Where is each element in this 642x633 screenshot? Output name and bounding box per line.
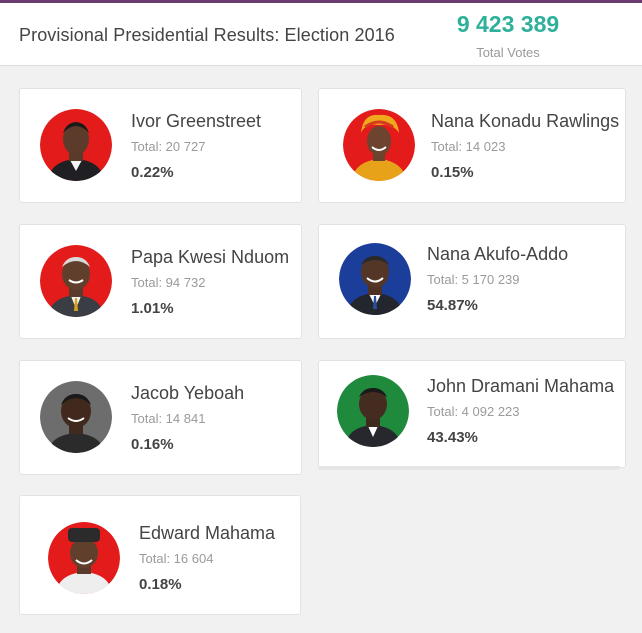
card-bottom-edge — [318, 466, 620, 470]
candidate-card-nana-konadu-rawlings[interactable]: Nana Konadu Rawlings Total: 14 023 0.15% — [318, 88, 626, 203]
candidate-card-edward-mahama[interactable]: Edward Mahama Total: 16 604 0.18% — [19, 495, 301, 615]
candidate-name: Nana Akufo-Addo — [427, 244, 569, 264]
candidate-name: Jacob Yeboah — [131, 383, 245, 403]
top-accent-bar — [0, 0, 642, 3]
candidate-name: Papa Kwesi Nduom — [131, 247, 290, 267]
candidate-percent: 0.16% — [131, 436, 174, 453]
candidate-card-ivor-greenstreet[interactable]: Ivor Greenstreet Total: 20 727 0.22% — [19, 88, 302, 203]
candidate-name: Ivor Greenstreet — [131, 111, 262, 131]
candidate-percent: 1.01% — [131, 300, 174, 317]
candidate-avatar — [40, 245, 112, 317]
candidate-percent: 0.22% — [131, 164, 174, 181]
candidate-card-john-dramani-mahama[interactable]: John Dramani Mahama Total: 4 092 223 43.… — [318, 360, 626, 468]
candidate-avatar — [40, 109, 112, 181]
page-title: Provisional Presidential Results: Electi… — [19, 25, 395, 45]
candidate-total: Total: 4 092 223 — [427, 404, 520, 419]
candidate-percent: 0.18% — [139, 576, 182, 593]
candidate-avatar — [48, 522, 120, 594]
candidate-percent: 0.15% — [431, 164, 474, 181]
candidate-total: Total: 16 604 — [139, 551, 214, 566]
candidate-total: Total: 14 023 — [431, 139, 506, 154]
candidate-percent: 43.43% — [427, 429, 478, 446]
total-votes-count: 9 423 389 — [456, 11, 560, 37]
candidate-total: Total: 20 727 — [131, 139, 206, 154]
candidate-name: Nana Konadu Rawlings — [431, 111, 620, 131]
candidate-avatar — [40, 381, 112, 453]
candidate-total: Total: 14 841 — [131, 411, 206, 426]
candidate-percent: 54.87% — [427, 297, 478, 314]
candidate-card-jacob-yeboah[interactable]: Jacob Yeboah Total: 14 841 0.16% — [19, 360, 302, 475]
candidate-name: John Dramani Mahama — [427, 376, 615, 396]
candidate-total: Total: 94 732 — [131, 275, 206, 290]
candidate-name: Edward Mahama — [139, 523, 276, 543]
candidate-card-papa-kwesi-nduom[interactable]: Papa Kwesi Nduom Total: 94 732 1.01% — [19, 224, 302, 339]
results-header: Provisional Presidential Results: Electi… — [0, 3, 642, 66]
candidate-avatar — [343, 109, 415, 181]
candidate-avatar — [337, 375, 409, 447]
total-votes-label: Total Votes — [476, 45, 540, 60]
candidate-avatar — [339, 243, 411, 315]
candidate-total: Total: 5 170 239 — [427, 272, 520, 287]
candidate-card-nana-akufo-addo[interactable]: Nana Akufo-Addo Total: 5 170 239 54.87% — [318, 224, 626, 339]
